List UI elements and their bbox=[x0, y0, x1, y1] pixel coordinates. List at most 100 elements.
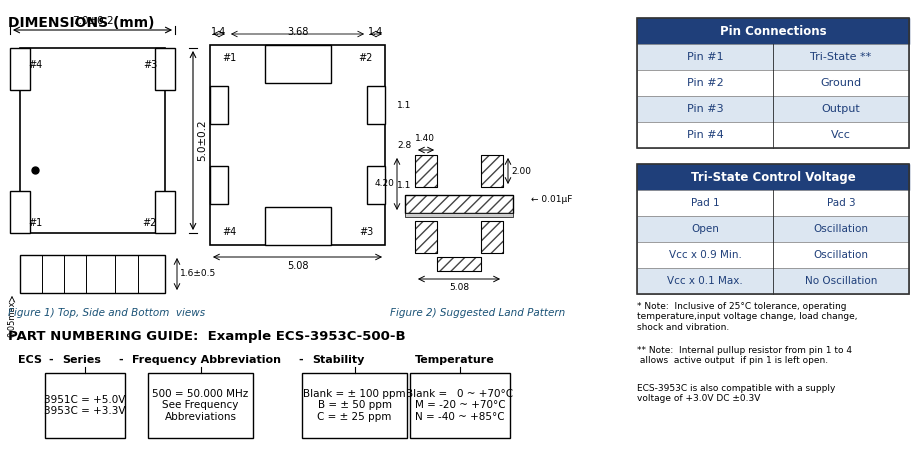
Text: -: - bbox=[298, 355, 303, 365]
Text: Vcc: Vcc bbox=[831, 130, 851, 140]
Text: Blank = ± 100 ppm
B = ± 50 ppm
C = ± 25 ppm: Blank = ± 100 ppm B = ± 50 ppm C = ± 25 … bbox=[304, 389, 406, 422]
Bar bbox=[437, 257, 481, 271]
Text: 1.4: 1.4 bbox=[212, 27, 226, 37]
Text: 5.08: 5.08 bbox=[287, 261, 308, 271]
Bar bbox=[405, 213, 513, 217]
Bar bbox=[481, 221, 503, 253]
Bar bbox=[264, 45, 330, 83]
Text: 5.0±0.2: 5.0±0.2 bbox=[197, 120, 207, 161]
Text: Series: Series bbox=[62, 355, 101, 365]
Bar bbox=[210, 166, 228, 204]
Text: #4: #4 bbox=[222, 227, 237, 237]
Text: ← 0.01μF: ← 0.01μF bbox=[531, 195, 572, 204]
Text: #2: #2 bbox=[143, 218, 157, 228]
Text: * Note:  Inclusive of 25°C tolerance, operating
temperature,input voltage change: * Note: Inclusive of 25°C tolerance, ope… bbox=[637, 302, 857, 332]
Text: #2: #2 bbox=[359, 53, 373, 63]
Bar bbox=[302, 373, 407, 438]
Text: Pad 3: Pad 3 bbox=[827, 198, 856, 208]
Text: Vcc x 0.1 Max.: Vcc x 0.1 Max. bbox=[668, 276, 743, 286]
Bar bbox=[481, 155, 503, 187]
Text: Temperature: Temperature bbox=[415, 355, 495, 365]
Bar bbox=[481, 155, 503, 187]
Text: 3951C = +5.0V
3953C = +3.3V: 3951C = +5.0V 3953C = +3.3V bbox=[44, 395, 126, 416]
Text: Open: Open bbox=[691, 224, 719, 234]
Text: ECS: ECS bbox=[18, 355, 42, 365]
Text: 0.05max.: 0.05max. bbox=[8, 298, 17, 337]
Bar bbox=[637, 18, 909, 148]
Text: 5.08: 5.08 bbox=[449, 283, 470, 292]
Text: 4.20: 4.20 bbox=[374, 180, 394, 189]
Text: 1.40: 1.40 bbox=[415, 134, 435, 143]
Text: Pin #1: Pin #1 bbox=[687, 52, 724, 62]
Bar bbox=[637, 216, 909, 242]
Text: #4: #4 bbox=[28, 60, 42, 70]
Text: Vcc x 0.9 Min.: Vcc x 0.9 Min. bbox=[668, 250, 742, 260]
Bar bbox=[155, 191, 175, 233]
Bar bbox=[637, 122, 909, 148]
Bar bbox=[415, 155, 437, 187]
Bar bbox=[637, 190, 909, 216]
Text: -: - bbox=[48, 355, 52, 365]
Text: #3: #3 bbox=[359, 227, 373, 237]
Text: Ground: Ground bbox=[821, 78, 862, 88]
Bar bbox=[637, 18, 909, 44]
Bar bbox=[20, 48, 165, 233]
Bar bbox=[415, 221, 437, 253]
Text: Figure 2) Suggested Land Pattern: Figure 2) Suggested Land Pattern bbox=[390, 308, 565, 318]
Bar bbox=[637, 44, 909, 70]
Bar bbox=[210, 86, 228, 124]
Text: 7.0±0.2: 7.0±0.2 bbox=[72, 16, 114, 26]
Text: Pad 1: Pad 1 bbox=[691, 198, 719, 208]
Text: 1.4: 1.4 bbox=[369, 27, 383, 37]
Bar bbox=[410, 373, 510, 438]
Text: Pin Connections: Pin Connections bbox=[720, 25, 826, 37]
Text: Tri-State **: Tri-State ** bbox=[811, 52, 872, 62]
Text: Tri-State Control Voltage: Tri-State Control Voltage bbox=[691, 171, 856, 183]
Text: Frequency Abbreviation: Frequency Abbreviation bbox=[132, 355, 281, 365]
Text: 2.00: 2.00 bbox=[511, 166, 531, 175]
Text: 1.1: 1.1 bbox=[397, 181, 412, 190]
Bar bbox=[20, 255, 165, 293]
Bar bbox=[637, 164, 909, 190]
Text: Stability: Stability bbox=[312, 355, 364, 365]
Text: No Oscillation: No Oscillation bbox=[805, 276, 878, 286]
Text: ECS-3953C is also compatible with a supply
voltage of +3.0V DC ±0.3V: ECS-3953C is also compatible with a supp… bbox=[637, 384, 835, 403]
Text: PART NUMBERING GUIDE:  Example ECS-3953C-500-B: PART NUMBERING GUIDE: Example ECS-3953C-… bbox=[8, 330, 405, 343]
Bar bbox=[415, 155, 437, 187]
Bar bbox=[481, 221, 503, 253]
Text: 2.8: 2.8 bbox=[397, 140, 411, 149]
Text: Oscillation: Oscillation bbox=[813, 250, 868, 260]
Bar bbox=[155, 48, 175, 90]
Bar bbox=[637, 70, 909, 96]
Text: 3.68: 3.68 bbox=[287, 27, 308, 37]
Bar bbox=[637, 96, 909, 122]
Bar bbox=[405, 195, 513, 213]
Text: Oscillation: Oscillation bbox=[813, 224, 868, 234]
Bar bbox=[10, 191, 30, 233]
Text: Output: Output bbox=[822, 104, 860, 114]
Text: Pin #4: Pin #4 bbox=[687, 130, 724, 140]
Bar bbox=[405, 195, 513, 213]
Text: DIMENSIONS (mm): DIMENSIONS (mm) bbox=[8, 16, 154, 30]
Text: 1.6±0.5: 1.6±0.5 bbox=[180, 270, 216, 279]
Text: 500 = 50.000 MHz
See Frequency
Abbreviations: 500 = 50.000 MHz See Frequency Abbreviat… bbox=[152, 389, 249, 422]
Bar bbox=[415, 221, 437, 253]
Bar bbox=[10, 48, 30, 90]
Text: #3: #3 bbox=[143, 60, 157, 70]
Text: Blank =   0 ~ +70°C
M = -20 ~ +70°C
N = -40 ~ +85°C: Blank = 0 ~ +70°C M = -20 ~ +70°C N = -4… bbox=[406, 389, 514, 422]
Bar bbox=[437, 257, 481, 271]
Text: 1.1: 1.1 bbox=[397, 100, 412, 109]
Text: #1: #1 bbox=[28, 218, 42, 228]
Bar bbox=[45, 373, 125, 438]
Text: -: - bbox=[118, 355, 123, 365]
Bar bbox=[148, 373, 253, 438]
Bar bbox=[264, 207, 330, 245]
Text: ** Note:  Internal pullup resistor from pin 1 to 4
 allows  active output  if pi: ** Note: Internal pullup resistor from p… bbox=[637, 346, 852, 365]
Bar bbox=[637, 242, 909, 268]
Bar bbox=[637, 164, 909, 294]
Bar bbox=[210, 45, 385, 245]
Text: Pin #2: Pin #2 bbox=[687, 78, 724, 88]
Bar bbox=[637, 268, 909, 294]
Bar bbox=[367, 166, 385, 204]
Bar bbox=[367, 86, 385, 124]
